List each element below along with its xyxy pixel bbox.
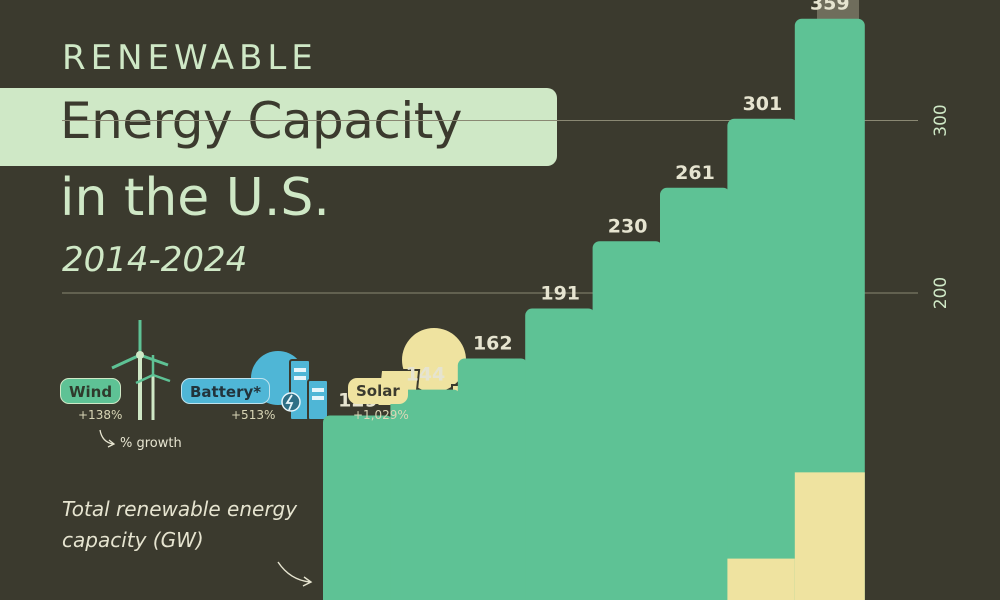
page-title-line2: in the U.S.	[60, 168, 330, 228]
data-label: 359	[810, 0, 850, 15]
data-label: 162	[473, 333, 513, 355]
bar	[323, 415, 393, 600]
growth-arrow-icon	[99, 429, 116, 448]
data-label: 301	[743, 93, 783, 115]
growth-note: % growth	[120, 436, 182, 451]
legend-battery-growth: +513%	[231, 408, 276, 422]
eyebrow-title: RENEWABLE	[62, 38, 318, 78]
bar-solar-segment	[727, 558, 798, 600]
data-label: 191	[540, 283, 580, 305]
bar	[457, 358, 528, 600]
data-label: 230	[608, 215, 648, 237]
total-capacity-label: Total renewable energy capacity (GW)	[62, 497, 298, 552]
legend-solar-growth: +1,029%	[353, 408, 409, 422]
total-label-arrow-icon	[277, 561, 313, 587]
wind-turbine-icon	[111, 320, 171, 420]
bar	[794, 18, 865, 600]
legend-battery: Battery*	[181, 378, 271, 404]
bar	[592, 241, 663, 600]
bar	[660, 187, 730, 600]
data-label: 144	[406, 364, 446, 386]
y-tick-label: 200	[931, 277, 951, 309]
year-range: 2014-2024	[62, 240, 248, 280]
legend-wind-growth: +138%	[78, 408, 123, 422]
y-tick-label: 300	[931, 104, 951, 136]
data-label: 261	[675, 162, 715, 184]
legend-solar: Solar	[348, 378, 408, 404]
legend-wind: Wind	[60, 378, 122, 404]
bar-solar-segment	[794, 472, 865, 600]
bar	[390, 389, 461, 600]
title-highlight	[0, 88, 557, 166]
bar	[525, 308, 596, 600]
bar	[727, 118, 798, 600]
